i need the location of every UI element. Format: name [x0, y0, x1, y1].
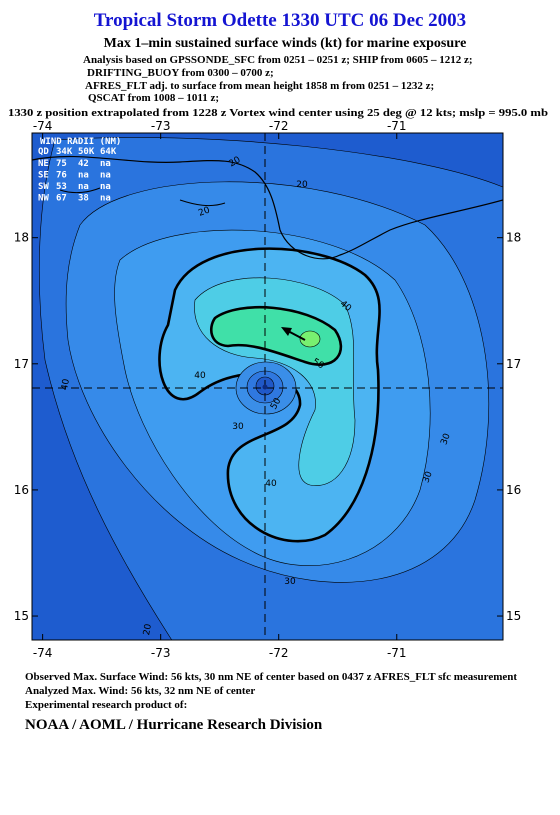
x-tick-label: -73 [151, 119, 171, 133]
contour-label: 40 [194, 371, 206, 381]
y-tick-label: 16 [14, 483, 29, 497]
header-line: Analysis based on GPSSONDE_SFC from 0251… [83, 54, 473, 66]
wind-radii-cell: NE [38, 159, 49, 169]
contour-label: 40 [60, 378, 72, 391]
wind-radii-cell: na [100, 171, 111, 181]
contour-label: 20 [197, 205, 211, 218]
title: Tropical Storm Odette 1330 UTC 06 Dec 20… [94, 10, 466, 31]
wind-radii-cell: 76 [56, 171, 67, 181]
footer-org: NOAA / AOML / Hurricane Research Divisio… [25, 717, 323, 733]
contour-label: 20 [142, 623, 154, 636]
wind-radii-cell: 67 [56, 194, 67, 204]
contour-label: 30 [421, 470, 434, 484]
contour-label: 30 [232, 422, 244, 432]
contour-label: 20 [296, 180, 308, 190]
coastline [59, 187, 226, 207]
header-line: DRIFTING_BUOY from 0300 – 0700 z; [87, 67, 274, 79]
header-line: AFRES_FLT adj. to surface from mean heig… [85, 80, 434, 92]
y-tick-label: 17 [14, 357, 29, 371]
footer-line: Experimental research product of: [25, 699, 187, 711]
footer-line: Analyzed Max. Wind: 56 kts, 32 nm NE of … [25, 685, 255, 697]
storm-center [262, 384, 268, 390]
contour-label: 30 [284, 577, 296, 587]
wind-radii-title: WIND RADII (NM) [40, 137, 121, 147]
x-tick-label: -73 [151, 646, 171, 660]
y-tick-label: 18 [506, 231, 521, 245]
x-tick-label: -72 [269, 119, 289, 133]
motion-arrow [287, 330, 306, 341]
wind-radii-cell: SE [38, 171, 49, 181]
contour-label: 40 [265, 479, 277, 489]
map-frame [31, 132, 504, 641]
wind-radii-cell: SW [38, 182, 49, 192]
motion-arrow-head [281, 327, 292, 336]
header-line: QSCAT from 1008 – 1011 z; [88, 92, 219, 104]
header-line: 1330 z position extrapolated from 1228 z… [8, 107, 548, 119]
wind-radii-cell: 53 [56, 182, 67, 192]
wind-radii-cell: na [100, 194, 111, 204]
y-tick-label: 18 [14, 231, 29, 245]
wind-radii-cell: NW [38, 194, 49, 204]
wind-radii-cell: na [78, 171, 89, 181]
x-tick-label: -74 [33, 646, 53, 660]
wind-radii-header: QD [38, 147, 49, 157]
wind-radii-cell: 38 [78, 194, 89, 204]
contour-label: 30 [439, 432, 452, 446]
contour-50kt [209, 305, 343, 366]
footer-line: Observed Max. Surface Wind: 56 kts, 30 n… [25, 671, 517, 683]
wind-radii-cell: na [100, 159, 111, 169]
wind-radii-header: 50K [78, 147, 95, 157]
wind-radii-cell: na [100, 182, 111, 192]
wind-radii-header: 34K [56, 147, 73, 157]
y-tick-label: 17 [506, 357, 521, 371]
x-tick-label: -74 [33, 119, 53, 133]
x-tick-label: -71 [387, 119, 407, 133]
wind-radii-cell: 75 [56, 159, 67, 169]
wind-radii-cell: 42 [78, 159, 89, 169]
y-tick-label: 16 [506, 483, 521, 497]
wind-radii-cell: na [78, 182, 89, 192]
x-tick-label: -72 [269, 646, 289, 660]
y-tick-label: 15 [506, 609, 521, 623]
max-wind [299, 330, 321, 348]
wind-field [32, 133, 503, 640]
wind-radii-header: 64K [100, 147, 117, 157]
x-tick-label: -71 [387, 646, 407, 660]
coastline [32, 155, 503, 260]
subtitle: Max 1–min sustained surface winds (kt) f… [104, 36, 467, 51]
y-tick-label: 15 [14, 609, 29, 623]
